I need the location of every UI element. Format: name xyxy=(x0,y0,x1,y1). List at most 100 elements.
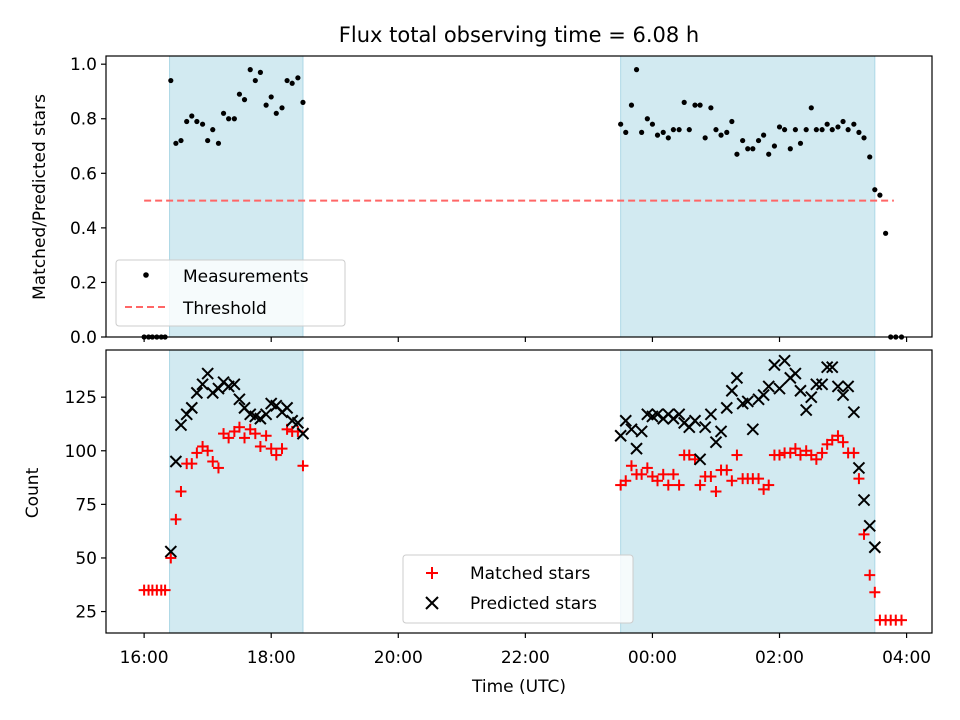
matched-star-point xyxy=(260,430,272,442)
predicted-star-point xyxy=(720,401,733,415)
measurement-point xyxy=(300,99,306,105)
matched-star-point xyxy=(652,475,664,487)
matched-star-point xyxy=(641,462,653,474)
predicted-star-point xyxy=(810,378,823,391)
measurement-point xyxy=(676,127,682,133)
matched-star-point xyxy=(810,453,822,465)
measurement-point xyxy=(295,75,301,81)
x-tick-label: 16:00 xyxy=(120,648,169,668)
measurement-point xyxy=(851,121,857,127)
matched-star-point xyxy=(721,464,733,476)
predicted-star-point xyxy=(291,416,305,430)
predicted-star-point xyxy=(741,395,754,408)
predicted-star-point xyxy=(206,386,219,400)
x-axis-label: Time (UTC) xyxy=(471,677,566,697)
predicted-star-point xyxy=(863,519,876,533)
measurement-point xyxy=(877,192,883,198)
measurement-point xyxy=(808,105,814,111)
measurement-point xyxy=(654,132,661,138)
x-tick-label: 20:00 xyxy=(374,648,423,668)
measurement-point xyxy=(194,118,200,125)
measurement-point xyxy=(734,151,740,157)
y-tick-label: 0.4 xyxy=(70,219,97,239)
measurement-point xyxy=(861,135,867,141)
matched-star-point xyxy=(159,584,171,596)
bottom-y-ticks: 25 50 75 100 125 xyxy=(65,388,106,623)
measurement-point xyxy=(755,137,762,144)
measurement-point xyxy=(639,129,645,135)
y-tick-label: 1.0 xyxy=(70,55,97,75)
predicted-star-point xyxy=(630,442,643,455)
matched-star-point xyxy=(789,443,801,455)
top-legend-box xyxy=(115,259,346,327)
matched-star-point xyxy=(869,586,881,598)
predicted-star-point xyxy=(704,408,718,421)
y-tick-label: 100 xyxy=(65,442,97,462)
measurement-point xyxy=(771,143,778,149)
measurement-point xyxy=(670,127,676,133)
matched-star-point xyxy=(170,513,182,525)
y-tick-label: 75 xyxy=(75,495,97,515)
predicted-star-point xyxy=(762,380,775,393)
matched-star-point xyxy=(265,443,277,455)
predicted-star-point xyxy=(625,423,638,436)
matched-star-point xyxy=(794,449,806,461)
measurement-point xyxy=(872,187,878,193)
predicted-star-point xyxy=(836,388,850,402)
measurement-point xyxy=(184,118,190,125)
measurement-point xyxy=(257,69,263,75)
y-tick-label: 0.0 xyxy=(70,328,97,348)
matched-star-point xyxy=(175,486,187,497)
predicted-star-point xyxy=(815,378,829,391)
measurement-point xyxy=(268,94,274,100)
y-tick-label: 50 xyxy=(75,549,97,569)
measurement-point xyxy=(835,124,841,130)
matched-star-point xyxy=(207,455,219,467)
predicted-star-point xyxy=(831,380,845,393)
measurement-point xyxy=(623,129,629,135)
matched-star-point xyxy=(848,447,860,459)
matched-star-point xyxy=(826,434,838,446)
top-axes-frame xyxy=(105,55,933,338)
legend-matched-marker xyxy=(426,567,438,579)
bottom-y-axis-label: Count xyxy=(23,467,43,518)
measurement-point xyxy=(819,127,825,133)
y-tick-label: 25 xyxy=(75,603,97,623)
measurement-point xyxy=(210,127,216,133)
predicted-star-point xyxy=(794,384,807,397)
predicted-star-point xyxy=(201,367,214,380)
measurement-point xyxy=(220,110,227,116)
measurement-point xyxy=(702,135,708,141)
bottom-axes-frame xyxy=(105,349,933,634)
measurement-point xyxy=(231,116,237,122)
measurement-point xyxy=(787,146,793,152)
matched-star-point xyxy=(694,479,706,491)
measurement-point xyxy=(692,102,698,108)
matched-star-point xyxy=(689,453,701,465)
x-tick-label: 22:00 xyxy=(501,648,550,668)
x-tick-label: 18:00 xyxy=(247,648,296,668)
measurement-point xyxy=(649,121,656,127)
predicted-star-point xyxy=(852,461,866,475)
predicted-star-point xyxy=(174,418,188,432)
predicted-star-point xyxy=(789,367,802,380)
measurement-point xyxy=(665,135,671,141)
predicted-star-point xyxy=(746,423,760,436)
predicted-star-point xyxy=(185,401,198,415)
measurement-point xyxy=(289,80,295,86)
matched-star-point xyxy=(896,614,908,626)
top-y-axis-label: Matched/Predicted stars xyxy=(30,94,50,300)
matched-star-point xyxy=(837,436,849,448)
matched-star-point xyxy=(731,449,743,461)
measurement-point xyxy=(867,154,873,160)
measurement-point xyxy=(776,124,783,130)
matched-star-point xyxy=(726,475,738,487)
predicted-star-point xyxy=(820,360,834,374)
matched-star-point xyxy=(763,479,775,491)
matched-star-point xyxy=(254,440,266,452)
bottom-panel: 25 50 75 100 125 16:00 18:00 20:00 22:00 00:00 02… xyxy=(23,349,933,697)
measurement-point xyxy=(628,102,635,108)
predicted-star-point xyxy=(233,393,246,406)
shaded-interval xyxy=(620,55,876,338)
measurement-point xyxy=(740,137,746,144)
